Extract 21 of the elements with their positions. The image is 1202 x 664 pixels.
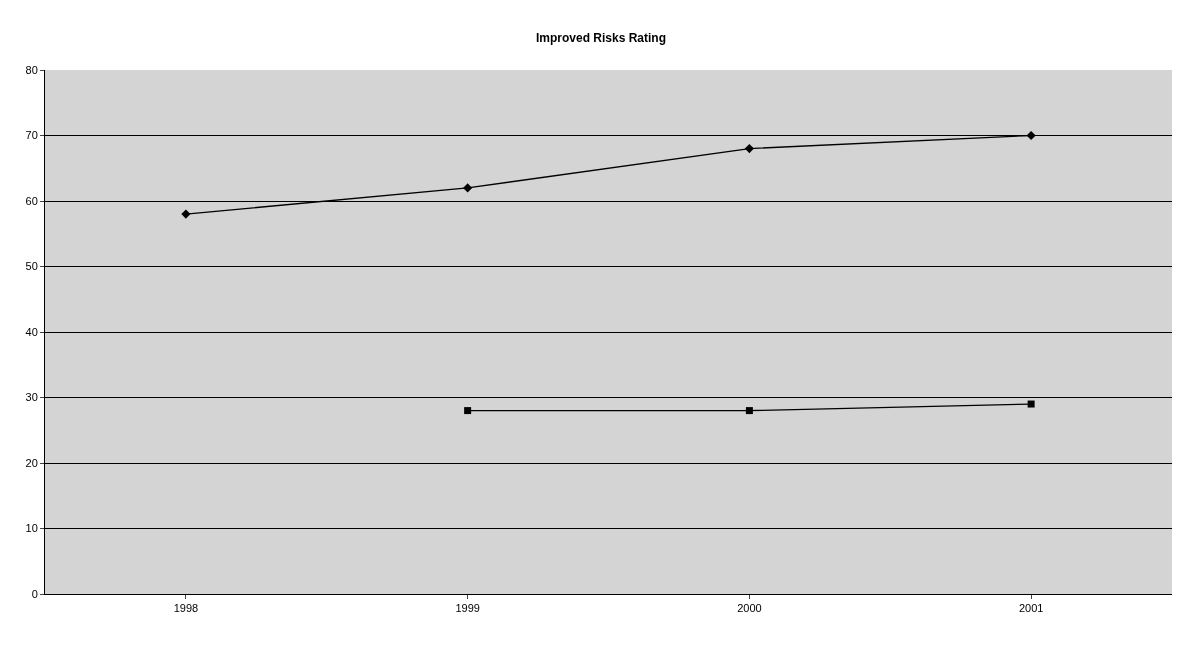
point [464, 407, 472, 415]
y-tick-label: 30 [25, 391, 38, 404]
x-tick-label: 1999 [455, 602, 480, 615]
point [1027, 400, 1035, 408]
point [744, 144, 754, 154]
point [1026, 130, 1036, 141]
y-tick-label: 70 [25, 129, 38, 142]
point [463, 183, 473, 193]
y-tick-label: 60 [25, 194, 38, 207]
chart-title: Improved Risks Rating [535, 30, 667, 45]
y-tick-label: 40 [25, 325, 38, 338]
point [181, 209, 191, 219]
y-tick-label: 50 [25, 260, 38, 273]
x-tick-label: 2001 [1018, 602, 1044, 615]
y-tick-label: 20 [25, 456, 38, 469]
x-tick-label: 2000 [737, 602, 762, 615]
y-tick-label: 80 [25, 63, 38, 76]
y-tick-label: 0 [31, 587, 38, 600]
x-tick-label: 1998 [173, 602, 199, 615]
point [745, 407, 753, 415]
y-tick-label: 10 [25, 522, 38, 535]
